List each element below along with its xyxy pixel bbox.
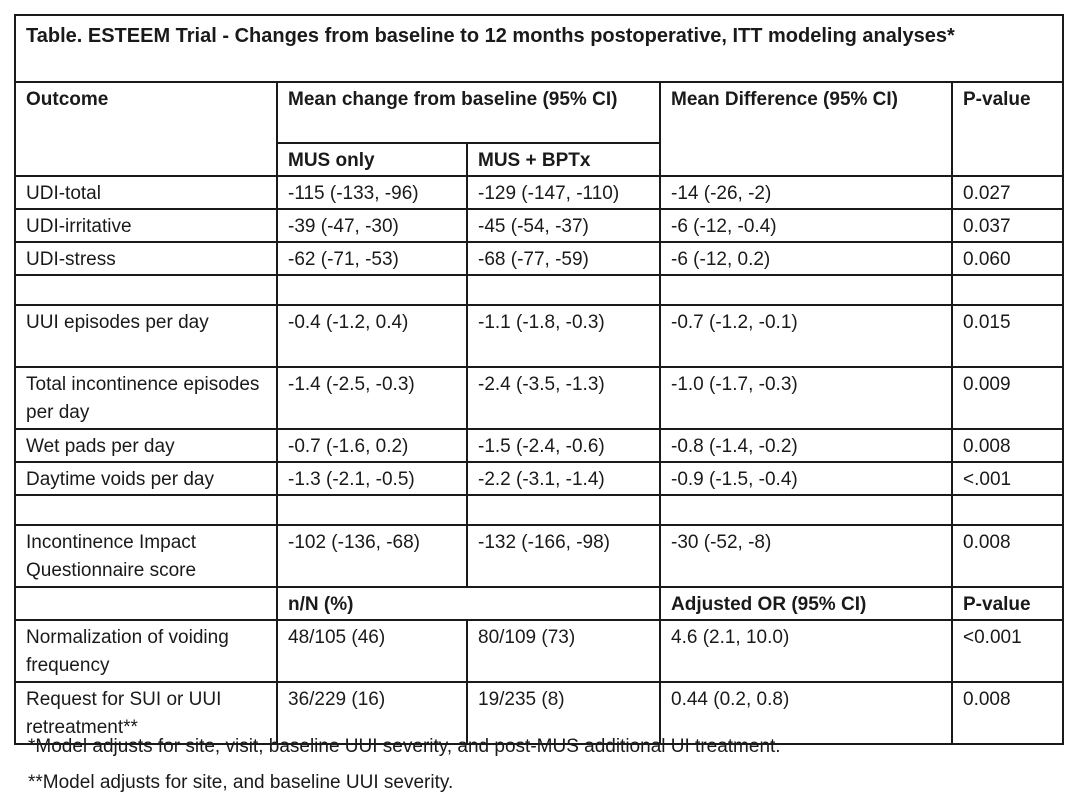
mus-only-cell: -1.3 (-2.1, -0.5) xyxy=(276,461,468,496)
header-mean-difference: Mean Difference (95% CI) xyxy=(659,81,953,177)
p-value-cell: 0.008 xyxy=(950,681,1065,745)
p-value-cell: 0.009 xyxy=(950,366,1065,430)
difference-cell: -6 (-12, -0.4) xyxy=(659,208,953,243)
mus-bptx-cell: -2.2 (-3.1, -1.4) xyxy=(466,461,661,496)
outcome-cell: Total incontinence episodes per day xyxy=(14,366,278,430)
mus-bptx-cell: -129 (-147, -110) xyxy=(466,175,661,210)
footnotes: *Model adjusts for site, visit, baseline… xyxy=(14,733,1064,797)
table-row: Wet pads per day -0.7 (-1.6, 0.2) -1.5 (… xyxy=(14,428,1065,463)
header-p-value: P-value xyxy=(950,81,1065,177)
table-title: Table. ESTEEM Trial - Changes from basel… xyxy=(13,14,1065,83)
header-outcome: Outcome xyxy=(14,81,278,177)
header-mus-only: MUS only xyxy=(276,142,468,177)
table-row: Request for SUI or UUI retreatment** 36/… xyxy=(14,681,1065,745)
table-row: UDI-stress -62 (-71, -53) -68 (-77, -59)… xyxy=(14,241,1065,276)
header-adjusted-or: Adjusted OR (95% CI) xyxy=(659,586,953,621)
table-row: UDI-total -115 (-133, -96) -129 (-147, -… xyxy=(14,175,1065,210)
header-p-value-2: P-value xyxy=(950,586,1065,621)
outcome-cell: Request for SUI or UUI retreatment** xyxy=(14,681,278,745)
table-row: Normalization of voiding frequency 48/10… xyxy=(14,619,1065,683)
mus-bptx-cell: -1.5 (-2.4, -0.6) xyxy=(466,428,661,463)
mus-only-cell: -0.4 (-1.2, 0.4) xyxy=(276,304,468,368)
difference-cell: -6 (-12, 0.2) xyxy=(659,241,953,276)
p-value-cell: 0.015 xyxy=(950,304,1065,368)
header-mus-bptx: MUS + BPTx xyxy=(466,142,661,177)
results-table-container: Table. ESTEEM Trial - Changes from basel… xyxy=(13,14,1065,745)
p-value-cell: 0.008 xyxy=(950,524,1065,588)
mus-only-cell: -102 (-136, -68) xyxy=(276,524,468,588)
outcome-cell: UDI-stress xyxy=(14,241,278,276)
mus-only-cell: -39 (-47, -30) xyxy=(276,208,468,243)
outcome-cell: Daytime voids per day xyxy=(14,461,278,496)
mus-only-cell: -62 (-71, -53) xyxy=(276,241,468,276)
outcome-cell: Normalization of voiding frequency xyxy=(14,619,278,683)
table-row: Daytime voids per day -1.3 (-2.1, -0.5) … xyxy=(14,461,1065,496)
difference-cell: -1.0 (-1.7, -0.3) xyxy=(659,366,953,430)
difference-cell: -14 (-26, -2) xyxy=(659,175,953,210)
outcome-cell: UUI episodes per day xyxy=(14,304,278,368)
table-row: UUI episodes per day -0.4 (-1.2, 0.4) -1… xyxy=(14,304,1065,368)
table-row: Total incontinence episodes per day -1.4… xyxy=(14,366,1065,430)
spacer-row xyxy=(14,494,1065,526)
table-row: Incontinence Impact Questionnaire score … xyxy=(14,524,1065,588)
mus-bptx-cell: -68 (-77, -59) xyxy=(466,241,661,276)
footnote-1: *Model adjusts for site, visit, baseline… xyxy=(28,736,781,757)
outcome-cell: Wet pads per day xyxy=(14,428,278,463)
difference-cell: -0.9 (-1.5, -0.4) xyxy=(659,461,953,496)
odds-ratio-cell: 0.44 (0.2, 0.8) xyxy=(659,681,953,745)
title-row: Table. ESTEEM Trial - Changes from basel… xyxy=(13,14,1065,83)
difference-cell: -30 (-52, -8) xyxy=(659,524,953,588)
header-mean-change: Mean change from baseline (95% CI) xyxy=(276,81,661,144)
mus-only-cell: -1.4 (-2.5, -0.3) xyxy=(276,366,468,430)
header-row-2: n/N (%) Adjusted OR (95% CI) P-value xyxy=(14,586,1065,621)
mus-bptx-cell: -2.4 (-3.5, -1.3) xyxy=(466,366,661,430)
mus-bptx-cell: -132 (-166, -98) xyxy=(466,524,661,588)
mus-only-cell: -0.7 (-1.6, 0.2) xyxy=(276,428,468,463)
outcome-cell: UDI-irritative xyxy=(14,208,278,243)
p-value-cell: 0.027 xyxy=(950,175,1065,210)
footnote-2: **Model adjusts for site, and baseline U… xyxy=(28,772,454,793)
header-n-pct: n/N (%) xyxy=(276,586,661,621)
mus-bptx-cell: -45 (-54, -37) xyxy=(466,208,661,243)
mus-only-cell: 48/105 (46) xyxy=(276,619,468,683)
p-value-cell: 0.060 xyxy=(950,241,1065,276)
p-value-cell: <0.001 xyxy=(950,619,1065,683)
p-value-cell: 0.008 xyxy=(950,428,1065,463)
header-row: Outcome Mean change from baseline (95% C… xyxy=(14,81,1065,177)
mus-only-cell: 36/229 (16) xyxy=(276,681,468,745)
table-row: UDI-irritative -39 (-47, -30) -45 (-54, … xyxy=(14,208,1065,243)
difference-cell: -0.7 (-1.2, -0.1) xyxy=(659,304,953,368)
p-value-cell: 0.037 xyxy=(950,208,1065,243)
mus-bptx-cell: -1.1 (-1.8, -0.3) xyxy=(466,304,661,368)
odds-ratio-cell: 4.6 (2.1, 10.0) xyxy=(659,619,953,683)
mus-bptx-cell: 19/235 (8) xyxy=(466,681,661,745)
difference-cell: -0.8 (-1.4, -0.2) xyxy=(659,428,953,463)
p-value-cell: <.001 xyxy=(950,461,1065,496)
subheader-row: MUS only MUS + BPTx xyxy=(15,142,1063,177)
esteem-results-table: Table. ESTEEM Trial - Changes from basel… xyxy=(13,14,1065,745)
mus-only-cell: -115 (-133, -96) xyxy=(276,175,468,210)
mus-bptx-cell: 80/109 (73) xyxy=(466,619,661,683)
outcome-cell: UDI-total xyxy=(14,175,278,210)
spacer-row xyxy=(14,274,1065,306)
outcome-cell: Incontinence Impact Questionnaire score xyxy=(14,524,278,588)
